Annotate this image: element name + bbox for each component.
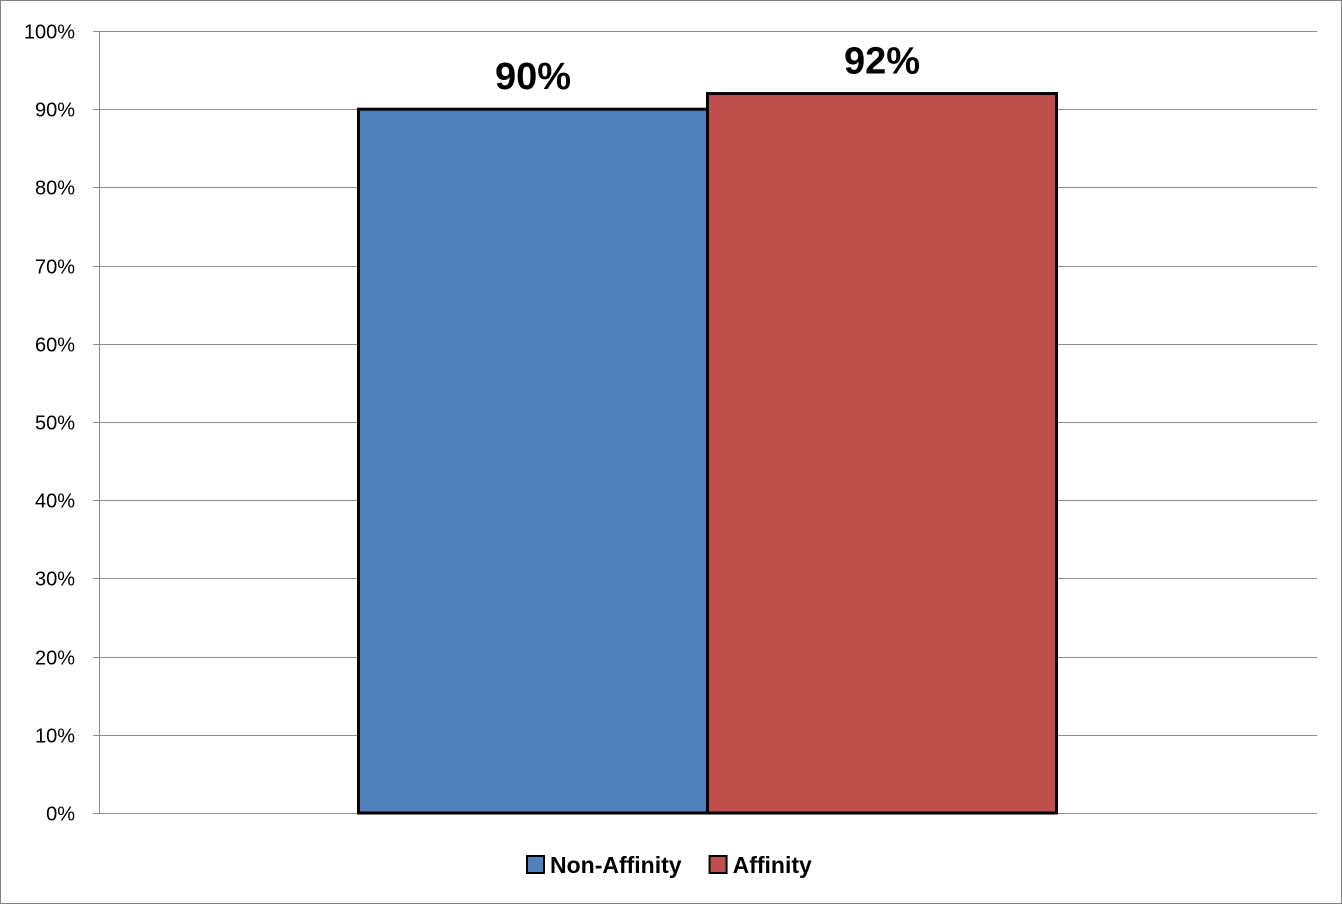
legend-swatch-non-affinity	[526, 855, 545, 874]
legend-label-affinity: Affinity	[733, 852, 812, 878]
y-tick-label-4: 40%	[35, 491, 75, 513]
bars	[357, 92, 1058, 815]
y-axis-tick-labels: 0% 10% 20% 30% 40% 50% 60% 70% 80% 90% 100%	[24, 22, 75, 826]
y-tick-label-3: 30%	[35, 569, 75, 591]
legend-label-non-affinity: Non-Affinity	[550, 852, 682, 878]
data-label-affinity: 92%	[844, 41, 920, 83]
y-tick-label-8: 80%	[35, 178, 75, 200]
legend-swatch-affinity	[708, 855, 728, 874]
legend: Non-Affinity Affinity	[526, 852, 812, 878]
data-label-non-affinity: 90%	[495, 56, 571, 98]
y-tick-label-7: 70%	[35, 257, 75, 279]
y-tick-label-10: 100%	[24, 22, 75, 44]
data-labels: 90% 92%	[495, 41, 920, 99]
y-tick-label-0: 0%	[46, 804, 75, 826]
y-tick-label-9: 90%	[35, 100, 75, 122]
bar-affinity	[706, 92, 1058, 815]
y-tick-label-5: 50%	[35, 413, 75, 435]
y-tick-label-6: 60%	[35, 335, 75, 357]
bar-non-affinity	[357, 107, 709, 815]
y-tick-label-1: 10%	[35, 726, 75, 748]
y-tick-label-2: 20%	[35, 648, 75, 670]
